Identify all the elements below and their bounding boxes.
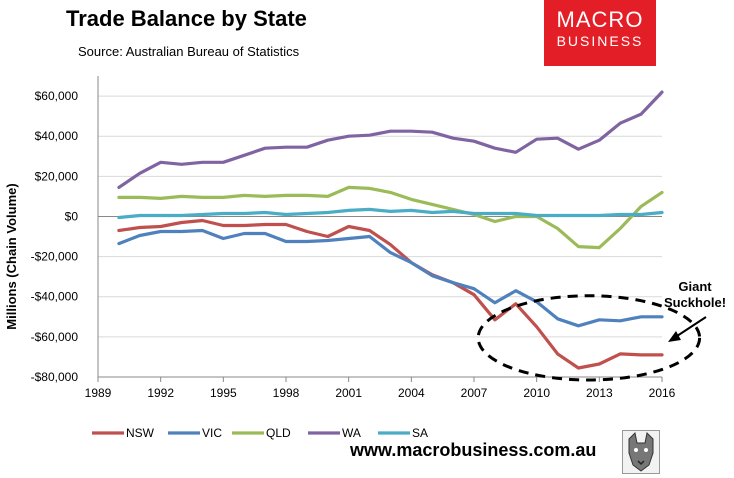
legend-label-qld: QLD <box>266 426 291 440</box>
tick-labels: -$80,000 -$60,000 -$40,000 -$20,000 $0 $20,00… <box>31 89 676 400</box>
y-axis-label: Millions (Chain Volume) <box>4 183 19 329</box>
chart-title: Trade Balance by State <box>66 6 307 31</box>
y-tick-label: $20,000 <box>35 169 79 183</box>
brand-line-2: BUSINESS <box>556 33 644 49</box>
annotation-arrow-head <box>668 331 681 342</box>
annotation-circle <box>476 294 702 382</box>
x-tick-label: 2013 <box>586 386 613 400</box>
legend-label-nsw: NSW <box>126 426 155 440</box>
x-tick-label: 2016 <box>649 386 676 400</box>
y-tick-label: $0 <box>65 209 79 223</box>
chart-source: Source: Australian Bureau of Statistics <box>78 44 300 59</box>
legend-label-sa: SA <box>412 426 428 440</box>
website-url: www.macrobusiness.com.au <box>350 440 597 460</box>
wolf-logo-icon <box>622 430 660 474</box>
series-line-wa <box>117 90 664 189</box>
y-tick-label: -$20,000 <box>31 250 79 264</box>
brand-logo: MACRO BUSINESS <box>544 0 656 66</box>
x-tick-label: 1995 <box>210 386 237 400</box>
legend-label-wa: WA <box>342 426 361 440</box>
y-tick-label: $60,000 <box>35 89 79 103</box>
legend: NSW VIC QLD WA SA <box>92 426 428 440</box>
brand-line-1: MACRO <box>556 7 644 32</box>
series-line-nsw <box>117 218 664 370</box>
x-tick-label: 1989 <box>85 386 112 400</box>
annotation-text-1: Giant <box>678 279 712 294</box>
annotation-text-2: Suckhole! <box>664 295 726 310</box>
x-tick-label: 2004 <box>398 386 425 400</box>
x-tick-label: 1998 <box>273 386 300 400</box>
y-tick-label: -$40,000 <box>31 290 79 304</box>
series-line-sa <box>117 207 664 220</box>
series-lines <box>117 90 664 370</box>
y-tick-label: $40,000 <box>35 129 79 143</box>
x-tick-label: 2010 <box>523 386 550 400</box>
x-tick-label: 1992 <box>147 386 174 400</box>
x-tick-label: 2001 <box>335 386 362 400</box>
y-tick-label: -$80,000 <box>31 370 79 384</box>
series-line-vic <box>117 228 664 328</box>
y-tick-label: -$60,000 <box>31 330 79 344</box>
axes <box>97 76 663 382</box>
legend-label-vic: VIC <box>202 426 222 440</box>
series-line-qld <box>117 185 664 250</box>
annotation-arrow-line <box>673 316 707 339</box>
x-tick-label: 2007 <box>461 386 488 400</box>
